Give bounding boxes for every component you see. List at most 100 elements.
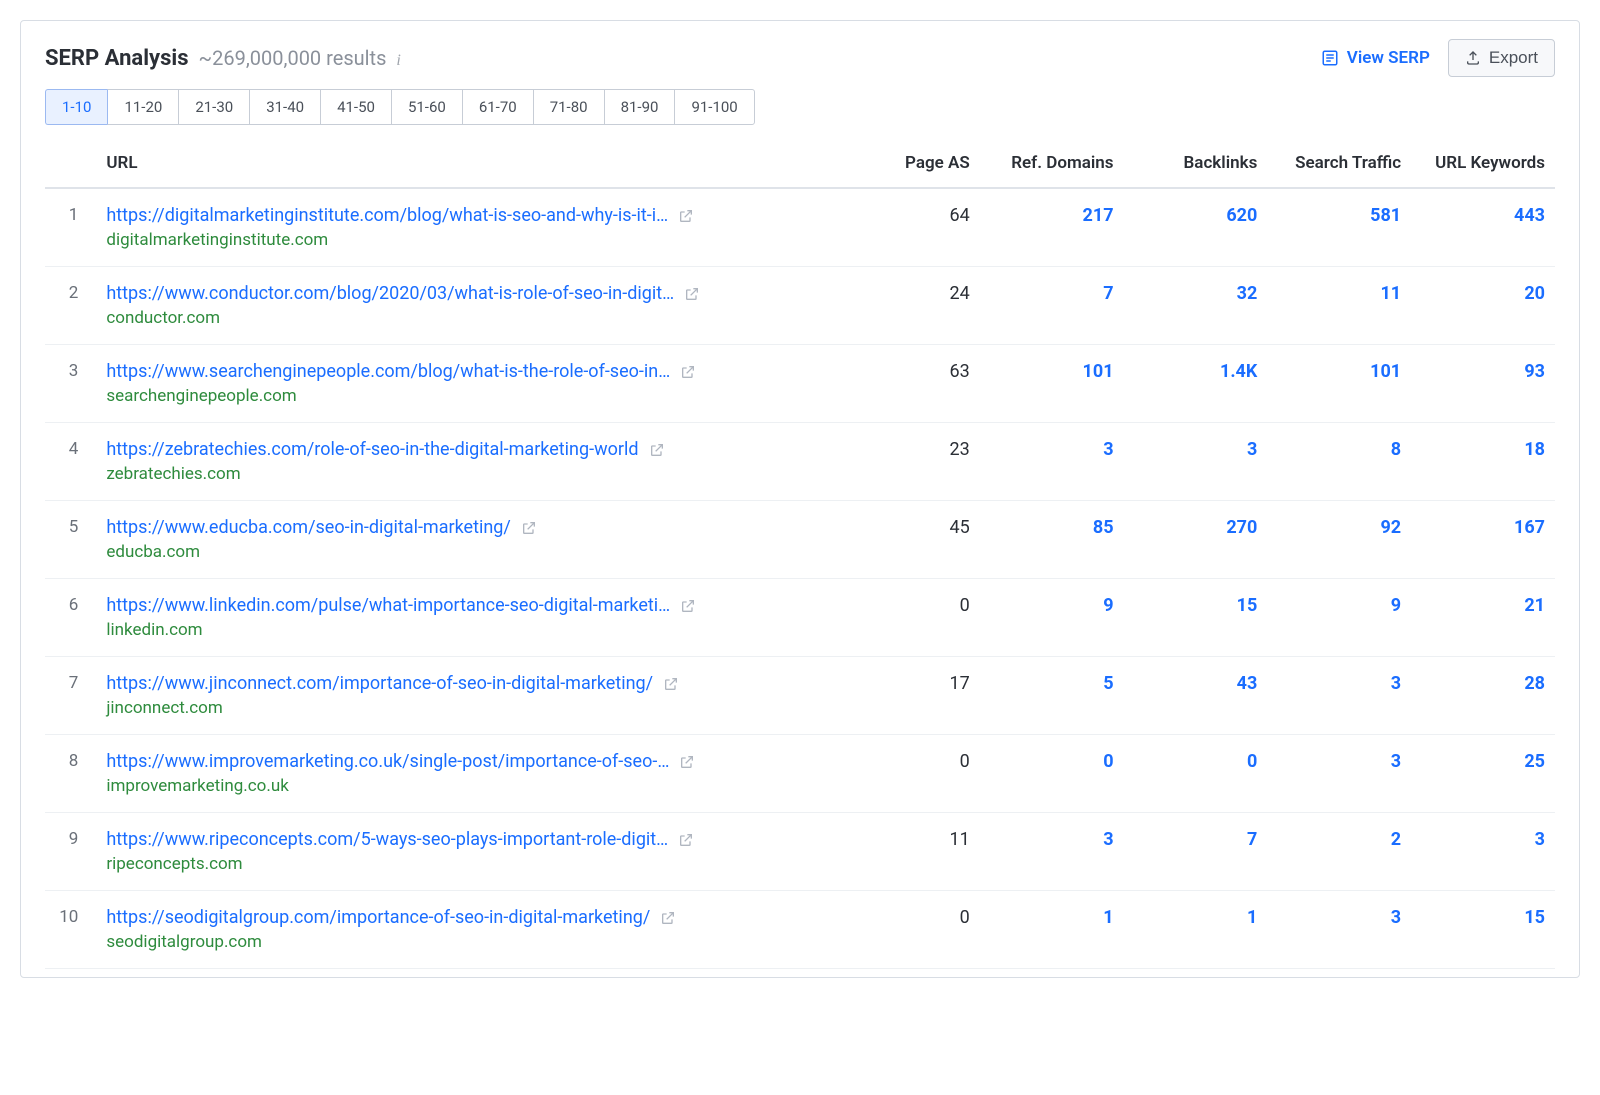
cell-backlinks-link[interactable]: 1	[1247, 907, 1257, 928]
cell-ref-domains-link[interactable]: 85	[1093, 517, 1114, 538]
cell-url-keywords-link[interactable]: 28	[1524, 673, 1545, 694]
table-row: 6https://www.linkedin.com/pulse/what-imp…	[45, 579, 1555, 657]
cell-backlinks-link[interactable]: 32	[1237, 283, 1258, 304]
cell-search-traffic-link[interactable]: 9	[1391, 595, 1401, 616]
cell-backlinks-link[interactable]: 270	[1226, 517, 1257, 538]
cell-search-traffic: 11	[1267, 267, 1411, 345]
cell-backlinks-link[interactable]: 620	[1226, 205, 1257, 226]
external-link-icon[interactable]	[663, 676, 679, 692]
pagination-tab[interactable]: 81-90	[604, 89, 675, 125]
view-serp-label: View SERP	[1347, 48, 1430, 68]
cell-url-keywords-link[interactable]: 167	[1514, 517, 1545, 538]
cell-backlinks-link[interactable]: 15	[1237, 595, 1258, 616]
external-link-icon[interactable]	[680, 598, 696, 614]
pagination-tabs: 1-1011-2021-3031-4041-5051-6061-7071-808…	[45, 89, 1555, 125]
cell-search-traffic-link[interactable]: 3	[1391, 907, 1401, 928]
col-header-url-keywords[interactable]: URL Keywords	[1411, 143, 1555, 188]
external-link-icon[interactable]	[678, 208, 694, 224]
cell-url: https://www.linkedin.com/pulse/what-impo…	[96, 579, 836, 657]
external-link-icon[interactable]	[660, 910, 676, 926]
cell-url-keywords-link[interactable]: 93	[1524, 361, 1545, 382]
cell-ref-domains-link[interactable]: 5	[1103, 673, 1113, 694]
view-serp-link[interactable]: View SERP	[1321, 48, 1430, 68]
col-header-page-as[interactable]: Page AS	[836, 143, 980, 188]
panel-title: SERP Analysis	[45, 46, 189, 71]
pagination-tab[interactable]: 1-10	[45, 89, 107, 125]
result-url-link[interactable]: https://seodigitalgroup.com/importance-o…	[106, 907, 650, 928]
cell-url: https://zebratechies.com/role-of-seo-in-…	[96, 423, 836, 501]
cell-search-traffic-link[interactable]: 581	[1370, 205, 1401, 226]
col-header-url[interactable]: URL	[96, 143, 836, 188]
result-url-link[interactable]: https://www.jinconnect.com/importance-of…	[106, 673, 653, 694]
cell-search-traffic: 101	[1267, 345, 1411, 423]
cell-rank: 9	[45, 813, 96, 891]
cell-backlinks-link[interactable]: 3	[1247, 439, 1257, 460]
result-url-link[interactable]: https://www.linkedin.com/pulse/what-impo…	[106, 595, 670, 616]
result-url-link[interactable]: https://zebratechies.com/role-of-seo-in-…	[106, 439, 638, 460]
cell-search-traffic-link[interactable]: 2	[1391, 829, 1401, 850]
cell-url-keywords-link[interactable]: 20	[1524, 283, 1545, 304]
cell-ref-domains-link[interactable]: 9	[1103, 595, 1113, 616]
cell-ref-domains-link[interactable]: 3	[1103, 439, 1113, 460]
cell-ref-domains-link[interactable]: 101	[1083, 361, 1114, 382]
cell-url-keywords-link[interactable]: 443	[1514, 205, 1545, 226]
cell-url-keywords: 3	[1411, 813, 1555, 891]
cell-url-keywords-link[interactable]: 21	[1524, 595, 1545, 616]
external-link-icon[interactable]	[678, 832, 694, 848]
cell-url-keywords: 18	[1411, 423, 1555, 501]
cell-ref-domains-link[interactable]: 217	[1083, 205, 1114, 226]
cell-search-traffic: 3	[1267, 891, 1411, 969]
external-link-icon[interactable]	[649, 442, 665, 458]
cell-ref-domains: 101	[980, 345, 1124, 423]
col-header-ref-domains[interactable]: Ref. Domains	[980, 143, 1124, 188]
cell-backlinks-link[interactable]: 43	[1237, 673, 1258, 694]
pagination-tab[interactable]: 11-20	[107, 89, 178, 125]
table-row: 8https://www.improvemarketing.co.uk/sing…	[45, 735, 1555, 813]
result-url-link[interactable]: https://www.conductor.com/blog/2020/03/w…	[106, 283, 674, 304]
export-button[interactable]: Export	[1448, 39, 1555, 77]
cell-backlinks-link[interactable]: 0	[1247, 751, 1257, 772]
external-link-icon[interactable]	[521, 520, 537, 536]
cell-url: https://www.searchenginepeople.com/blog/…	[96, 345, 836, 423]
pagination-tab[interactable]: 71-80	[533, 89, 604, 125]
cell-ref-domains-link[interactable]: 0	[1103, 751, 1113, 772]
cell-backlinks-link[interactable]: 7	[1247, 829, 1257, 850]
cell-ref-domains-link[interactable]: 7	[1103, 283, 1113, 304]
cell-search-traffic-link[interactable]: 3	[1391, 673, 1401, 694]
cell-url-keywords-link[interactable]: 15	[1524, 907, 1545, 928]
cell-search-traffic-link[interactable]: 8	[1391, 439, 1401, 460]
result-url-link[interactable]: https://www.searchenginepeople.com/blog/…	[106, 361, 670, 382]
cell-url-keywords-link[interactable]: 25	[1524, 751, 1545, 772]
cell-backlinks: 32	[1124, 267, 1268, 345]
cell-search-traffic-link[interactable]: 101	[1370, 361, 1401, 382]
cell-url: https://seodigitalgroup.com/importance-o…	[96, 891, 836, 969]
result-url-link[interactable]: https://digitalmarketinginstitute.com/bl…	[106, 205, 668, 226]
pagination-tab[interactable]: 21-30	[178, 89, 249, 125]
pagination-tab[interactable]: 51-60	[391, 89, 462, 125]
cell-url-keywords-link[interactable]: 3	[1535, 829, 1545, 850]
col-header-search-traffic[interactable]: Search Traffic	[1267, 143, 1411, 188]
pagination-tab[interactable]: 61-70	[462, 89, 533, 125]
cell-search-traffic-link[interactable]: 3	[1391, 751, 1401, 772]
cell-ref-domains-link[interactable]: 3	[1103, 829, 1113, 850]
cell-ref-domains: 9	[980, 579, 1124, 657]
external-link-icon[interactable]	[684, 286, 700, 302]
external-link-icon[interactable]	[679, 754, 695, 770]
result-url-link[interactable]: https://www.ripeconcepts.com/5-ways-seo-…	[106, 829, 668, 850]
result-domain: searchenginepeople.com	[106, 386, 826, 406]
external-link-icon[interactable]	[680, 364, 696, 380]
pagination-tab[interactable]: 31-40	[249, 89, 320, 125]
pagination-tab[interactable]: 91-100	[674, 89, 754, 125]
pagination-tab[interactable]: 41-50	[320, 89, 391, 125]
cell-backlinks-link[interactable]: 1.4K	[1220, 361, 1257, 382]
col-header-backlinks[interactable]: Backlinks	[1124, 143, 1268, 188]
result-url-link[interactable]: https://www.educba.com/seo-in-digital-ma…	[106, 517, 510, 538]
cell-search-traffic-link[interactable]: 11	[1380, 283, 1401, 304]
header-left: SERP Analysis ~269,000,000 results i	[45, 46, 401, 71]
info-icon[interactable]: i	[396, 52, 400, 70]
cell-url-keywords-link[interactable]: 18	[1524, 439, 1545, 460]
cell-page-as: 23	[836, 423, 980, 501]
cell-search-traffic-link[interactable]: 92	[1380, 517, 1401, 538]
result-url-link[interactable]: https://www.improvemarketing.co.uk/singl…	[106, 751, 669, 772]
cell-ref-domains-link[interactable]: 1	[1103, 907, 1113, 928]
